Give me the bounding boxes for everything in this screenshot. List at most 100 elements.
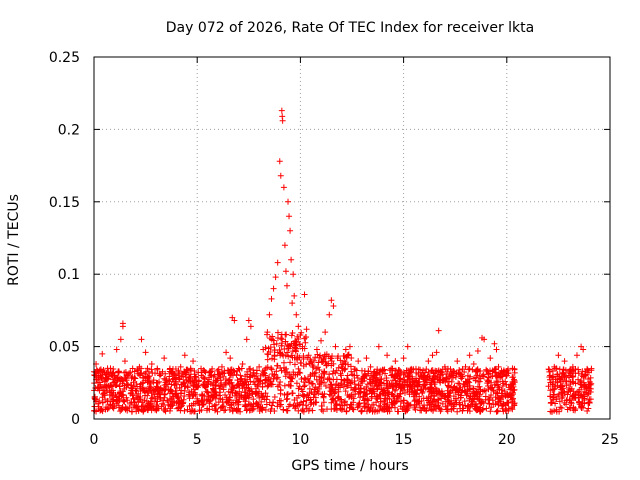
data-point (342, 346, 349, 353)
data-points (91, 107, 595, 415)
data-point (258, 398, 265, 405)
data-point (256, 388, 263, 395)
data-point (280, 359, 287, 366)
data-point (121, 358, 128, 365)
data-point (452, 389, 459, 396)
data-point (419, 390, 426, 397)
data-point (488, 392, 495, 399)
data-point (252, 390, 259, 397)
data-point (578, 404, 585, 411)
data-point (457, 401, 464, 408)
data-point (437, 376, 444, 383)
data-point (267, 408, 274, 415)
data-point (322, 329, 329, 336)
data-point (397, 403, 404, 410)
data-point (140, 387, 147, 394)
data-point (265, 351, 272, 358)
data-point (575, 366, 582, 373)
data-point (391, 373, 398, 380)
data-point (357, 382, 363, 389)
data-point (568, 400, 575, 407)
data-point (245, 317, 252, 324)
data-point (274, 329, 281, 336)
data-point (307, 371, 314, 378)
data-point (174, 405, 181, 412)
data-point (129, 408, 136, 415)
data-point (286, 370, 293, 377)
data-point (218, 380, 225, 387)
data-point (320, 399, 327, 406)
data-point (321, 379, 328, 386)
data-point (247, 365, 254, 372)
data-point (547, 372, 554, 379)
x-tick-label: 15 (395, 432, 413, 448)
data-point (298, 359, 305, 366)
data-point (307, 396, 314, 403)
data-point (266, 374, 273, 381)
data-point (466, 388, 473, 395)
data-point (113, 346, 120, 353)
data-point (559, 383, 566, 390)
data-point (245, 385, 252, 392)
data-point (292, 348, 299, 355)
data-point (315, 359, 322, 366)
data-point (556, 398, 563, 405)
data-point (341, 399, 348, 406)
y-axis-label: ROTI / TECUs (6, 194, 22, 286)
data-point (116, 390, 123, 397)
data-point (451, 383, 458, 390)
data-point (273, 375, 280, 382)
data-point (383, 377, 390, 384)
data-point (335, 388, 342, 395)
data-point (279, 117, 286, 124)
data-point (210, 373, 217, 380)
data-point (293, 311, 300, 318)
data-point (261, 396, 268, 403)
data-point (250, 400, 257, 407)
data-point (242, 401, 249, 408)
data-point (183, 369, 190, 376)
data-point (442, 379, 449, 386)
data-point (172, 376, 179, 383)
data-point (154, 365, 161, 372)
data-point (551, 363, 558, 370)
data-point (350, 399, 357, 406)
data-point (418, 397, 425, 404)
data-point (305, 352, 312, 359)
data-point (309, 363, 316, 370)
data-point (587, 388, 594, 395)
data-point (169, 369, 176, 376)
data-point (401, 404, 408, 411)
data-point (313, 346, 320, 353)
data-point (139, 403, 146, 410)
data-point (569, 393, 576, 400)
data-point (116, 383, 123, 390)
data-point (222, 391, 229, 398)
data-point (492, 400, 499, 407)
data-point (459, 407, 466, 414)
data-point (166, 373, 173, 380)
data-point (423, 395, 430, 402)
data-point (510, 387, 517, 394)
data-point (370, 401, 377, 408)
data-point (120, 378, 127, 385)
data-point (256, 394, 263, 401)
data-point (169, 395, 176, 402)
y-tick-label: 0.15 (49, 195, 80, 211)
x-axis-label: GPS time / hours (291, 458, 408, 474)
data-point (312, 354, 319, 361)
data-point (444, 370, 451, 377)
data-point (559, 389, 566, 396)
data-point (270, 399, 277, 406)
data-point (110, 379, 117, 386)
data-point (444, 394, 451, 401)
data-point (244, 368, 251, 375)
data-point (287, 382, 294, 389)
data-point (316, 383, 323, 390)
data-point (498, 387, 505, 394)
data-point (327, 381, 334, 388)
data-point (287, 227, 294, 234)
data-point (148, 366, 155, 373)
data-point (391, 374, 398, 381)
data-point (226, 404, 233, 411)
